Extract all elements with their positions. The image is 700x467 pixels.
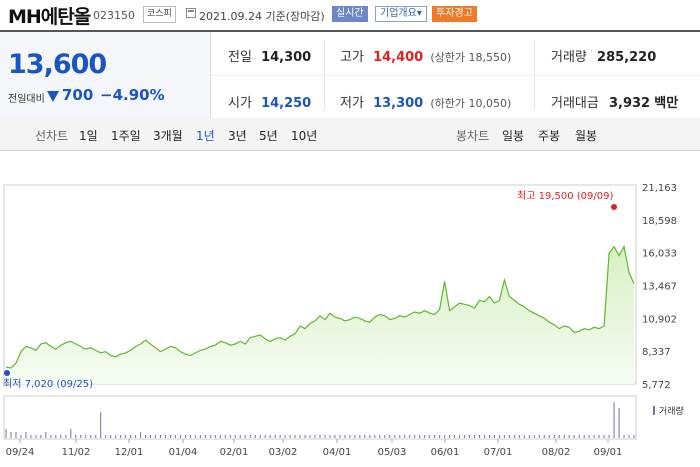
y-tick-label: 5,772 <box>642 380 671 391</box>
divider <box>211 75 700 76</box>
prev-close-label: 전일 <box>228 50 252 65</box>
x-tick-label: 06/01 <box>431 447 460 458</box>
high-marker <box>611 204 617 210</box>
volume-legend-swatch <box>653 406 655 415</box>
tab-monthly-candle[interactable]: 월봉 <box>575 129 598 143</box>
candle-chart-label: 봉차트 <box>456 129 490 143</box>
high-price: 고가 14,400 (상한가 18,550) <box>340 46 511 65</box>
price-line <box>5 244 635 369</box>
company-info-label: 기업개요 <box>380 8 417 19</box>
volume: 거래량 285,220 <box>551 46 656 65</box>
price-chart[interactable]: 21,163 18,598 16,033 13,467 10,902 8,337 5,772… <box>0 150 700 463</box>
tab-1y[interactable]: 1년 <box>196 129 215 143</box>
tab-1d[interactable]: 1일 <box>79 129 98 143</box>
x-tick-label: 08/02 <box>542 447 571 458</box>
volume-plot-frame <box>3 395 637 440</box>
low-value: 13,300 <box>373 96 424 111</box>
stock-name: MH에탄올 <box>8 6 91 28</box>
high-annotation: 최고 19,500 (09/09) <box>517 190 613 202</box>
realtime-button[interactable]: 실시간 <box>332 6 368 22</box>
volume-legend: 거래량 <box>659 405 684 417</box>
low-price: 저가 13,300 (하한가 10,050) <box>340 92 511 111</box>
upper-limit: (상한가 18,550) <box>430 51 512 64</box>
tab-10y[interactable]: 10년 <box>291 129 318 143</box>
amount-value: 3,932 <box>608 96 651 111</box>
open-value: 14,250 <box>261 96 312 111</box>
x-tick-label: 12/01 <box>115 447 144 458</box>
trade-amount: 거래대금 3,932 백만 <box>551 92 678 111</box>
current-price: 13,600 <box>8 49 107 80</box>
investment-warning-badge: 투자경고 <box>432 6 477 22</box>
x-tick-label: 11/02 <box>62 447 91 458</box>
volume-value: 285,220 <box>597 50 657 65</box>
x-tick-label: 05/03 <box>378 447 407 458</box>
line-chart-label: 선차트 <box>35 129 69 143</box>
tab-1w[interactable]: 1주일 <box>111 129 141 143</box>
y-tick-label: 13,467 <box>642 282 677 293</box>
tab-daily-candle[interactable]: 일봉 <box>502 129 525 143</box>
prev-close-value: 14,300 <box>261 50 312 65</box>
high-label: 고가 <box>340 50 364 65</box>
price-chart-svg: 21,163 18,598 16,033 13,467 10,902 8,337 5,772… <box>3 183 684 458</box>
company-info-dropdown[interactable]: 기업개요▾ <box>375 6 427 22</box>
prev-close: 전일 14,300 <box>228 46 311 65</box>
x-tick-label: 07/01 <box>484 447 513 458</box>
y-tick-label: 16,033 <box>642 249 677 260</box>
x-tick-label: 04/01 <box>323 447 352 458</box>
calendar-icon <box>186 8 196 18</box>
stock-header: MH에탄올 023150 코스피 2021.09.24 기준(장마감) 실시간 … <box>0 0 700 30</box>
tab-3y[interactable]: 3년 <box>228 129 247 143</box>
amount-label: 거래대금 <box>551 96 599 111</box>
price-summary: 13,600 전일대비 700 −4.90% 전일 14,300 고가 14,4… <box>0 30 700 120</box>
volume-label: 거래량 <box>551 50 587 65</box>
open-label: 시가 <box>228 96 252 111</box>
x-tick-label: 02/01 <box>220 447 249 458</box>
x-tick-label: 09/01 <box>594 447 623 458</box>
base-date: 2021.09.24 기준(장마감) <box>199 10 325 23</box>
y-tick-label: 8,337 <box>642 347 671 358</box>
x-tick-label: 03/02 <box>269 447 298 458</box>
low-annotation: 최저 7,020 (09/25) <box>3 378 93 390</box>
tab-3m[interactable]: 3개월 <box>153 129 183 143</box>
chart-period-tabs: 선차트 1일 1주일 3개월 1년 3년 5년 10년 봉차트 일봉 주봉 월봉 <box>0 118 700 151</box>
low-marker <box>4 370 10 376</box>
y-tick-label: 21,163 <box>642 183 677 194</box>
tab-weekly-candle[interactable]: 주봉 <box>538 129 561 143</box>
market-badge: 코스피 <box>143 6 176 23</box>
x-tick-label: 09/24 <box>6 447 35 458</box>
price-area <box>6 246 634 384</box>
amount-unit: 백만 <box>654 96 679 111</box>
change-label: 전일대비 <box>8 94 45 105</box>
open-price: 시가 14,250 <box>228 92 311 111</box>
down-triangle-icon <box>47 91 59 102</box>
chevron-down-icon: ▾ <box>416 8 422 19</box>
stock-code: 023150 <box>93 9 135 22</box>
y-tick-label: 18,598 <box>642 216 677 227</box>
y-tick-label: 10,902 <box>642 314 677 325</box>
current-price-panel: 13,600 전일대비 700 −4.90% <box>0 32 211 119</box>
change-value: 700 <box>62 86 94 104</box>
lower-limit: (하한가 10,050) <box>430 97 512 110</box>
change-percent: −4.90% <box>100 86 165 104</box>
x-tick-label: 01/04 <box>169 447 198 458</box>
tab-5y[interactable]: 5년 <box>259 129 278 143</box>
high-value: 14,400 <box>373 50 424 65</box>
low-label: 저가 <box>340 96 364 111</box>
